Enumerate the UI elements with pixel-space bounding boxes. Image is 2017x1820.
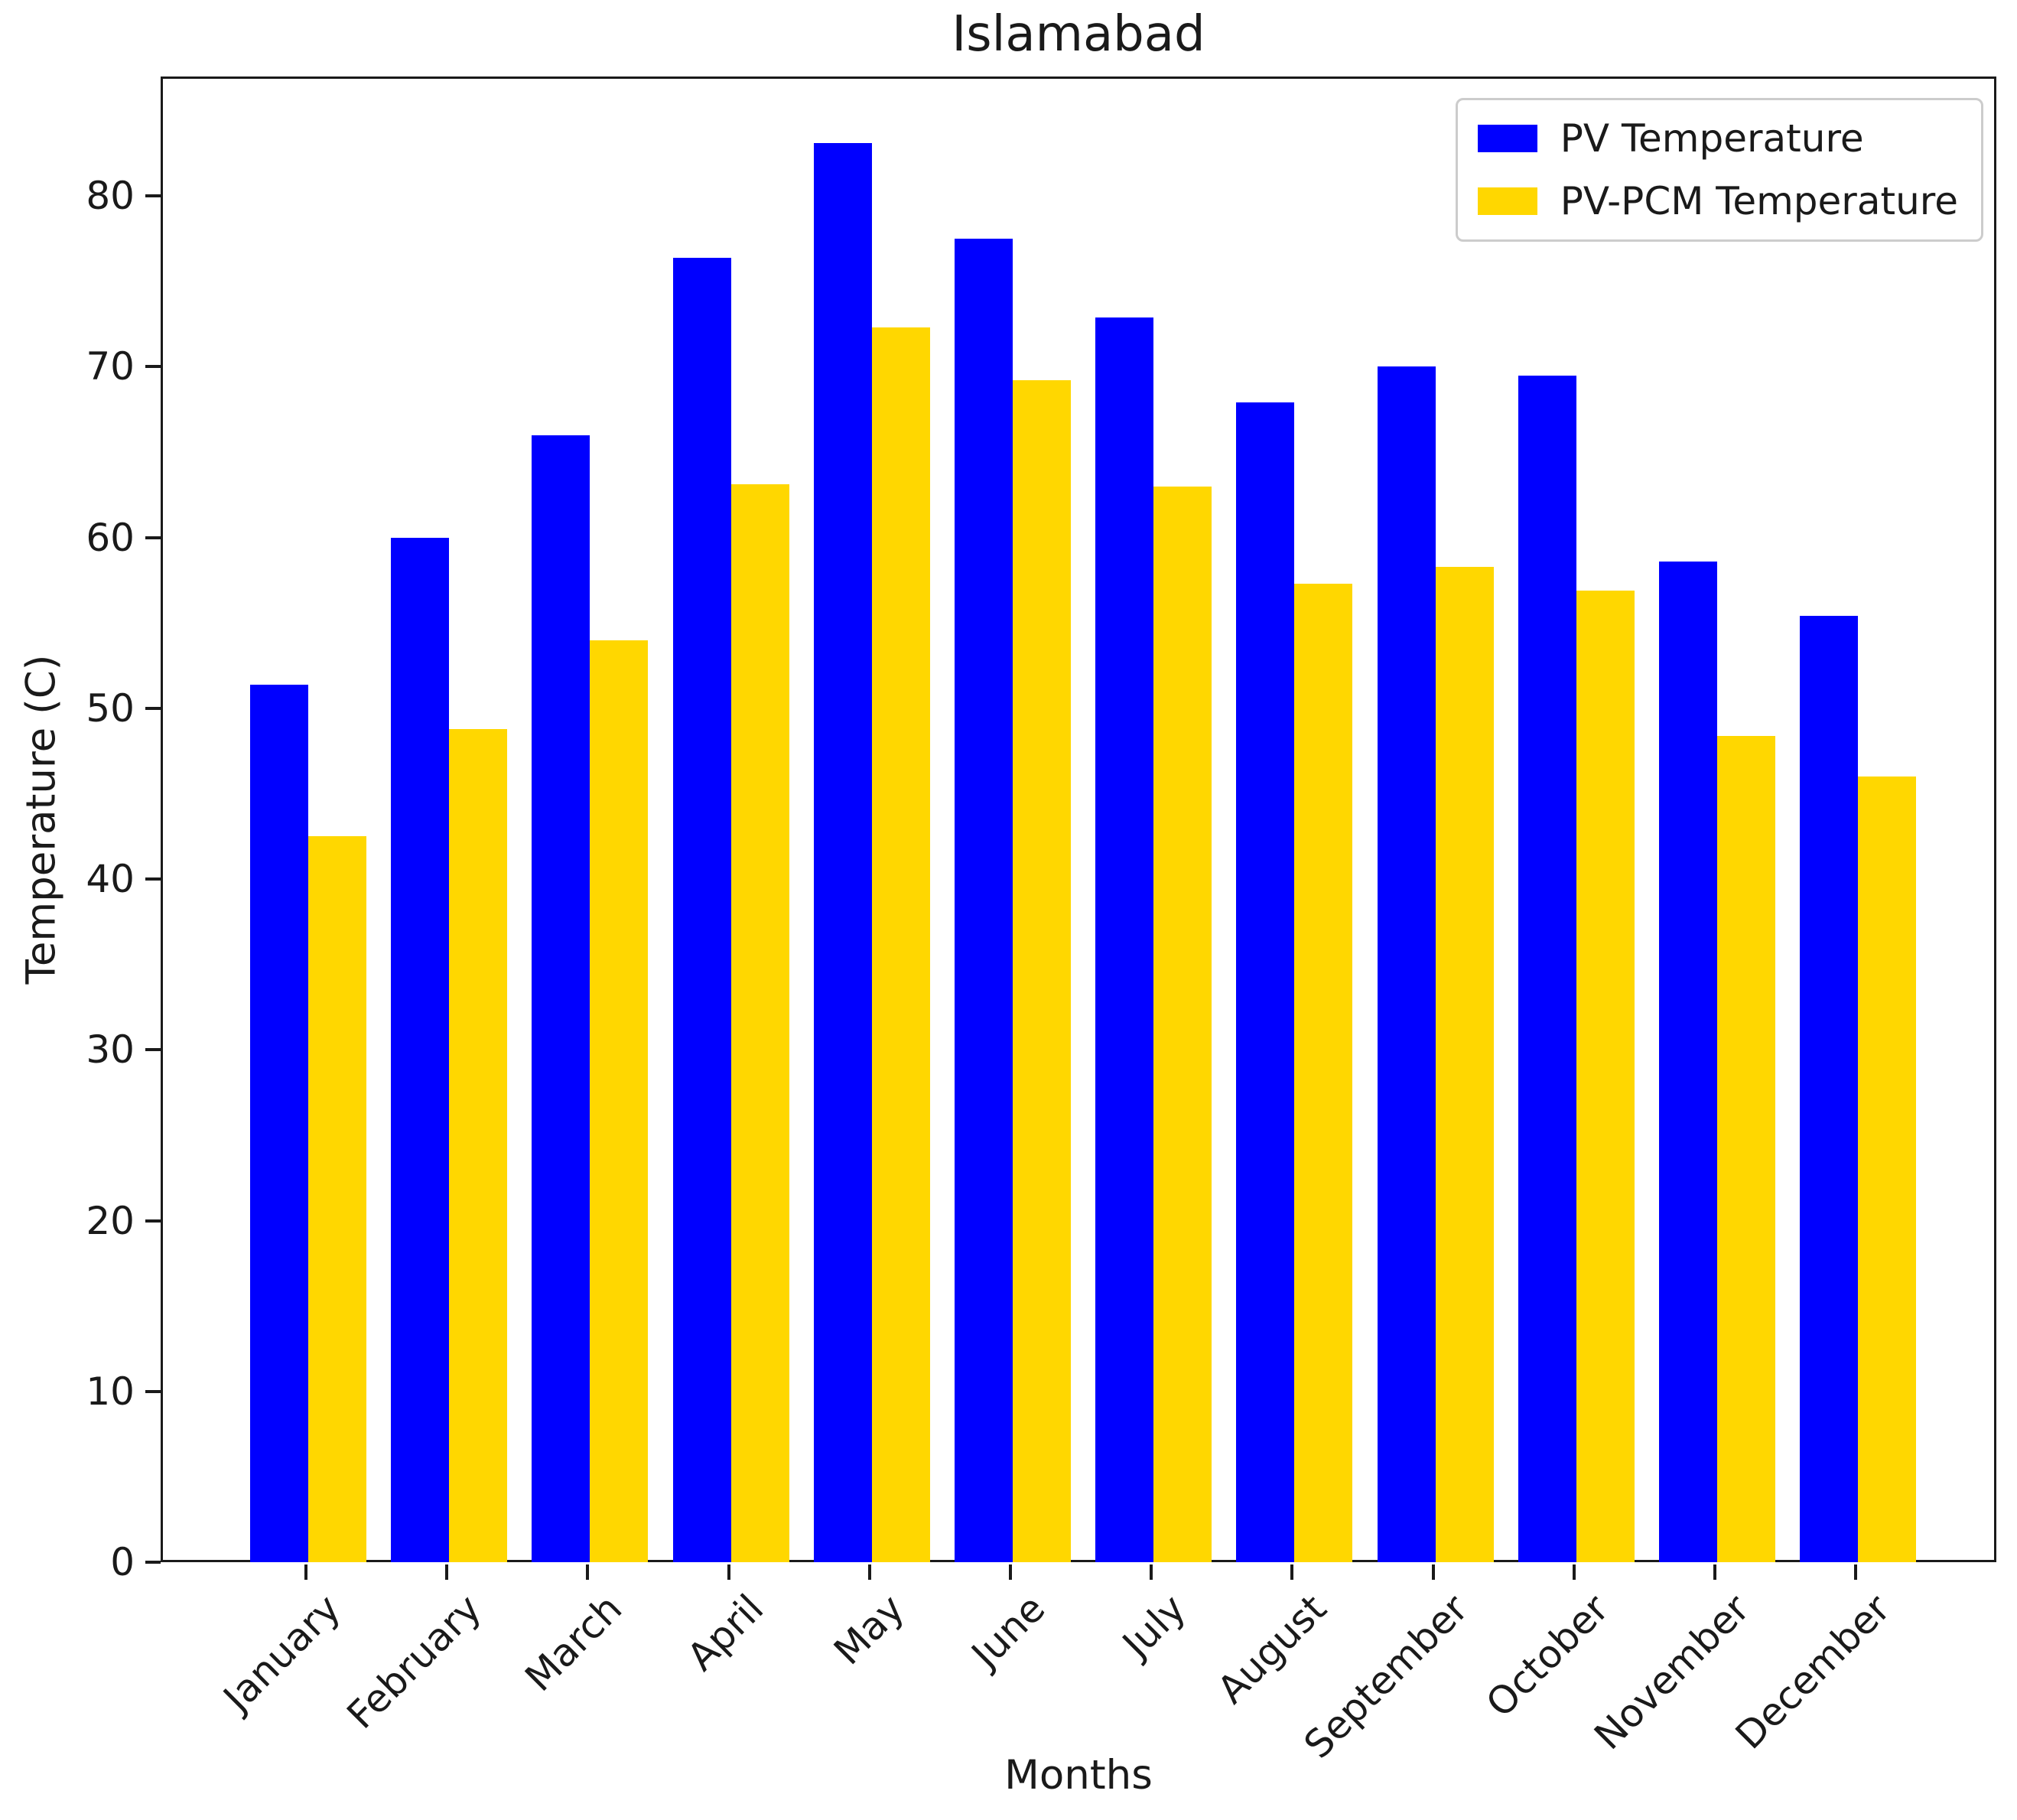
y-tick-mark-50 — [145, 706, 161, 710]
bar-pv-temperature-april — [672, 257, 731, 1562]
x-tick-mark-june — [1009, 1564, 1012, 1580]
bar-pv-temperature-january — [250, 684, 308, 1562]
y-tick-label-40: 40 — [86, 857, 135, 902]
x-tick-label-january: January — [215, 1586, 350, 1721]
x-tick-mark-november — [1713, 1564, 1716, 1580]
y-tick-mark-20 — [145, 1219, 161, 1223]
x-tick-label-august: August — [1209, 1586, 1335, 1713]
legend-swatch-pv-pcm-temperature — [1477, 187, 1537, 215]
legend-label-pv-temperature: PV Temperature — [1560, 116, 1864, 161]
bar-pv-pcm-temperature-october — [1576, 590, 1635, 1562]
bar-pv-pcm-temperature-march — [590, 640, 649, 1562]
x-tick-mark-march — [586, 1564, 590, 1580]
y-tick-mark-70 — [145, 365, 161, 369]
x-tick-mark-september — [1431, 1564, 1435, 1580]
x-tick-label-march: March — [516, 1586, 631, 1701]
legend-item-pv-pcm-temperature: PV-PCM Temperature — [1477, 179, 1958, 223]
y-tick-label-50: 50 — [86, 685, 135, 731]
x-tick-label-july: July — [1114, 1586, 1195, 1666]
bar-pv-pcm-temperature-december — [1858, 777, 1917, 1562]
legend-swatch-pv-temperature — [1477, 125, 1537, 152]
legend-item-pv-temperature: PV Temperature — [1477, 116, 1958, 161]
bar-pv-pcm-temperature-january — [308, 836, 366, 1562]
y-tick-label-80: 80 — [86, 174, 135, 219]
x-tick-mark-october — [1572, 1564, 1576, 1580]
x-tick-mark-april — [727, 1564, 730, 1580]
bar-pv-pcm-temperature-november — [1717, 735, 1775, 1562]
y-tick-label-0: 0 — [110, 1540, 135, 1584]
x-tick-label-june: June — [963, 1586, 1054, 1677]
x-tick-label-april: April — [678, 1586, 772, 1680]
bar-pv-temperature-march — [532, 435, 590, 1562]
bar-pv-temperature-july — [1095, 317, 1154, 1562]
y-tick-label-20: 20 — [86, 1198, 135, 1243]
x-tick-mark-february — [445, 1564, 449, 1580]
bar-pv-temperature-september — [1377, 366, 1436, 1562]
y-tick-mark-80 — [145, 194, 161, 198]
bar-pv-temperature-june — [955, 239, 1013, 1562]
y-tick-label-30: 30 — [86, 1027, 135, 1073]
x-tick-label-february: February — [338, 1586, 490, 1737]
x-tick-label-october: October — [1477, 1586, 1618, 1726]
bar-pv-temperature-august — [1236, 402, 1295, 1562]
y-tick-mark-0 — [145, 1561, 161, 1564]
bar-pv-temperature-february — [391, 537, 450, 1562]
legend: PV Temperature PV-PCM Temperature — [1455, 98, 1983, 242]
bar-pv-pcm-temperature-may — [871, 327, 930, 1562]
x-tick-mark-january — [304, 1564, 307, 1580]
x-tick-mark-december — [1854, 1564, 1858, 1580]
x-axis-label: Months — [1004, 1752, 1153, 1799]
y-tick-label-10: 10 — [86, 1369, 135, 1414]
y-tick-mark-60 — [145, 536, 161, 539]
bar-pv-temperature-december — [1800, 616, 1859, 1562]
chart-title: Islamabad — [952, 6, 1205, 63]
bar-pv-temperature-may — [813, 143, 872, 1562]
y-tick-mark-40 — [145, 877, 161, 881]
bar-pv-pcm-temperature-july — [1153, 486, 1212, 1562]
plot-area: PV Temperature PV-PCM Temperature — [161, 77, 1996, 1562]
y-tick-mark-30 — [145, 1048, 161, 1052]
x-tick-label-may: May — [825, 1586, 913, 1674]
y-tick-mark-10 — [145, 1389, 161, 1393]
bar-pv-temperature-october — [1518, 375, 1576, 1562]
x-tick-mark-july — [1150, 1564, 1153, 1580]
bar-pv-pcm-temperature-april — [730, 484, 789, 1562]
bar-pv-pcm-temperature-august — [1294, 583, 1353, 1562]
bar-pv-pcm-temperature-june — [1013, 380, 1071, 1562]
y-tick-label-60: 60 — [86, 515, 135, 560]
x-tick-mark-august — [1290, 1564, 1294, 1580]
x-tick-mark-may — [867, 1564, 871, 1580]
bar-pv-pcm-temperature-september — [1435, 566, 1494, 1562]
bar-pv-pcm-temperature-february — [449, 728, 508, 1562]
legend-label-pv-pcm-temperature: PV-PCM Temperature — [1560, 179, 1958, 223]
y-tick-label-70: 70 — [86, 344, 135, 389]
bar-pv-temperature-november — [1659, 561, 1717, 1562]
